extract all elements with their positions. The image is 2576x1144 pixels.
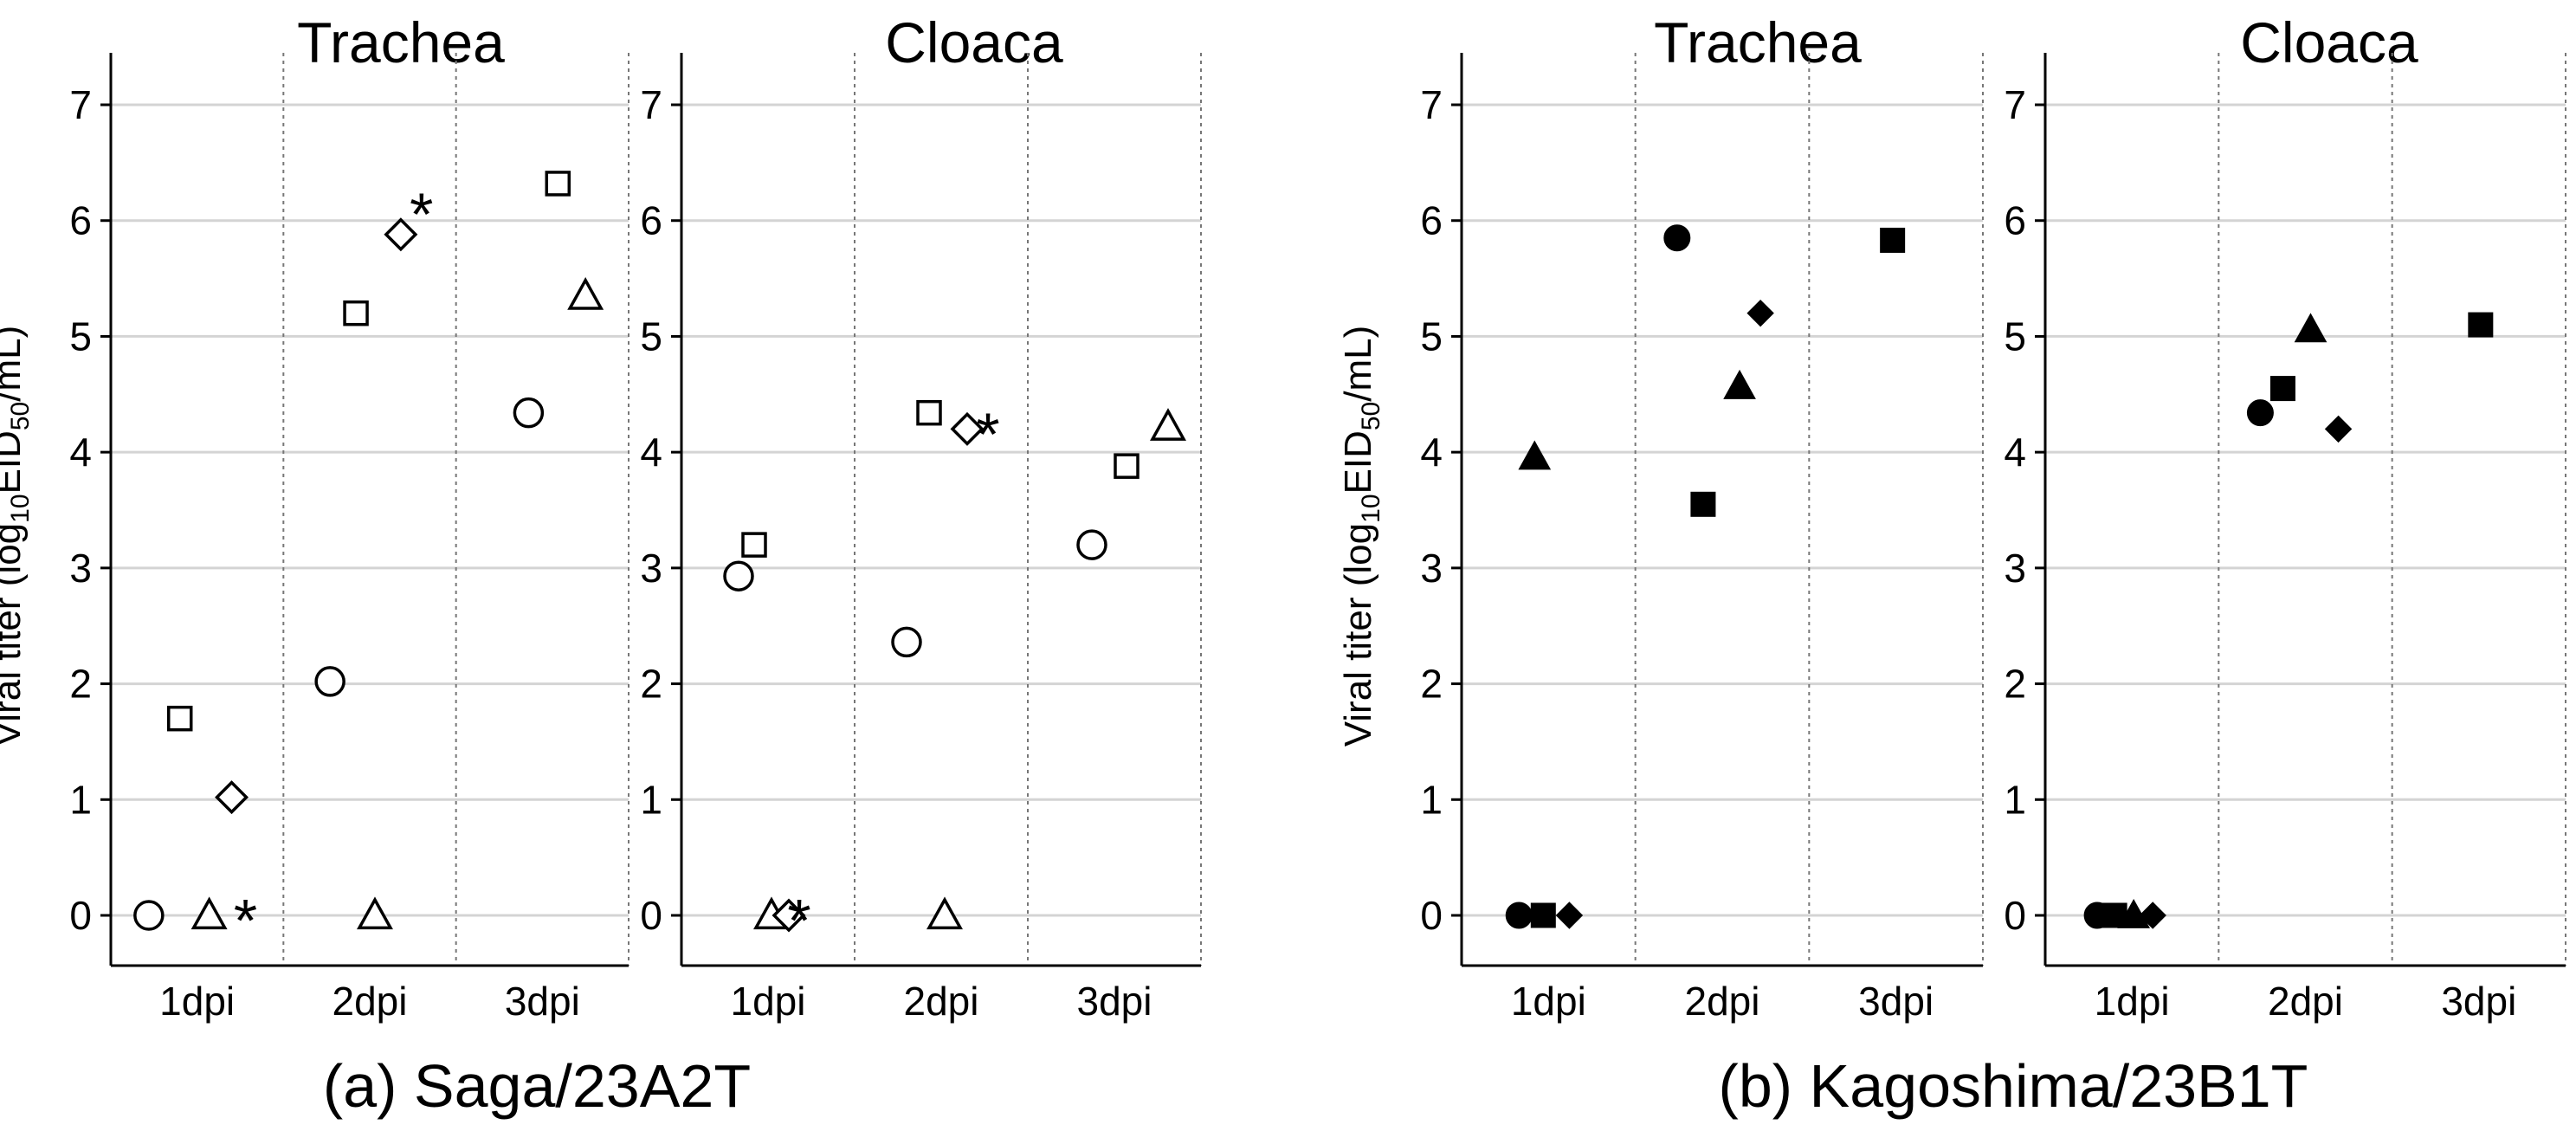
- y-tick-label: 4: [69, 430, 92, 475]
- y-tick-label: 0: [69, 893, 92, 938]
- y-tick-label: 0: [640, 893, 662, 938]
- data-point-asterisk: *: [234, 887, 257, 954]
- y-tick-label: 7: [640, 82, 662, 127]
- data-point-triangle-filled: [1518, 440, 1552, 470]
- y-tick-label: 5: [2004, 313, 2026, 359]
- y-tick-label: 2: [69, 662, 92, 707]
- data-point-circle-filled: [1663, 224, 1691, 252]
- y-tick-label: 2: [2004, 662, 2026, 707]
- data-point-square-open: [545, 171, 571, 197]
- y-tick-label: 3: [69, 546, 92, 591]
- y-tick-label: 5: [640, 313, 662, 359]
- y-tick-label: 1: [69, 777, 92, 822]
- data-point-square-open: [741, 532, 767, 558]
- y-tick-label: 0: [1420, 893, 1443, 938]
- x-tick-label: 3dpi: [505, 979, 580, 1024]
- y-tick-label: 1: [640, 777, 662, 822]
- data-point-circle-open: [723, 560, 754, 591]
- y-tick-label: 6: [640, 198, 662, 243]
- y-tick-label: 1: [2004, 777, 2026, 822]
- y-tick-label: 2: [1420, 662, 1443, 707]
- data-point-triangle-open: [567, 277, 604, 310]
- data-point-square-filled: [1690, 491, 1716, 517]
- panel-b-trachea: Trachea 0 1 2 3 4 5 6 7 1dpi 2dpi 3dpi Viral titer (…: [1337, 10, 1984, 1024]
- data-point-square-open: [343, 300, 369, 326]
- y-tick-label: 3: [2004, 546, 2026, 591]
- y-tick-label: 6: [1420, 198, 1443, 243]
- y-tick-label: 4: [2004, 430, 2026, 475]
- y-axis-label: Viral titer (log10EID50/mL): [1337, 326, 1385, 747]
- data-point-triangle-open: [1150, 408, 1186, 441]
- data-point-diamond-open: [950, 411, 985, 446]
- x-tick-label: 1dpi: [2095, 979, 2170, 1024]
- x-tick-label: 1dpi: [159, 979, 235, 1024]
- panel-title: Trachea: [1654, 10, 1862, 74]
- x-tick-label: 1dpi: [731, 979, 806, 1024]
- y-tick-label: 3: [1420, 546, 1443, 591]
- data-point-triangle-open: [926, 896, 963, 930]
- data-point-diamond-filled: [2139, 902, 2166, 929]
- data-point-asterisk: *: [410, 180, 433, 248]
- data-point-diamond-open: [772, 898, 806, 933]
- data-point-diamond-open: [384, 217, 418, 252]
- data-point-square-open: [916, 399, 942, 426]
- x-tick-label: 3dpi: [2441, 979, 2516, 1024]
- data-point-square-filled: [2468, 312, 2494, 338]
- x-tick-label: 3dpi: [1858, 979, 1934, 1024]
- data-point-triangle-filled: [1723, 369, 1756, 399]
- y-tick-label: 4: [640, 430, 662, 475]
- y-tick-label: 7: [2004, 82, 2026, 127]
- panel-title: Cloaca: [885, 10, 1063, 74]
- panel-title: Cloaca: [2240, 10, 2418, 74]
- panel-a-cloaca: Cloaca 0 1 2 3 4 5 6 7 1dpi 2dpi 3dpi * *: [640, 10, 1202, 1024]
- y-tick-label: 0: [2004, 893, 2026, 938]
- data-point-diamond-open: [215, 780, 249, 815]
- panel-title: Trachea: [297, 10, 505, 74]
- y-tick-label: 6: [2004, 198, 2026, 243]
- data-point-circle-open: [891, 626, 922, 658]
- data-point-square-open: [166, 705, 193, 732]
- x-tick-label: 2dpi: [332, 979, 408, 1024]
- panel-b-cloaca: Cloaca 0 1 2 3 4 5 6 7 1dpi 2dpi 3dpi: [2004, 10, 2566, 1024]
- y-tick-label: 7: [69, 82, 92, 127]
- data-point-asterisk: *: [976, 400, 999, 468]
- y-tick-label: 5: [1420, 313, 1443, 359]
- y-tick-label: 5: [69, 313, 92, 359]
- data-point-square-filled: [1530, 902, 1556, 928]
- y-tick-label: 7: [1420, 82, 1443, 127]
- x-tick-label: 3dpi: [1077, 979, 1152, 1024]
- data-point-square-filled: [2269, 376, 2295, 402]
- data-point-square-open: [1114, 453, 1140, 479]
- data-point-triangle-filled: [2294, 313, 2327, 343]
- data-point-square-filled: [1880, 227, 1906, 253]
- x-tick-label: 2dpi: [904, 979, 979, 1024]
- data-point-diamond-filled: [1555, 902, 1584, 929]
- data-point-diamond-filled: [1746, 299, 1774, 327]
- y-tick-label: 2: [640, 662, 662, 707]
- x-tick-label: 2dpi: [2268, 979, 2343, 1024]
- caption-a: (a) Saga/23A2T: [323, 1052, 751, 1120]
- y-tick-label: 4: [1420, 430, 1443, 475]
- data-point-circle-open: [513, 397, 545, 429]
- y-axis-label: Viral titer (log10EID50/mL): [0, 326, 35, 747]
- y-tick-label: 6: [69, 198, 92, 243]
- data-point-circle-open: [314, 666, 345, 697]
- panel-a-trachea: Trachea 0 1 2 3 4 5 6 7 1dpi 2dpi 3dpi Viral titer (…: [0, 10, 629, 1024]
- data-point-triangle-open: [190, 896, 228, 930]
- x-tick-label: 1dpi: [1511, 979, 1586, 1024]
- x-tick-label: 2dpi: [1685, 979, 1760, 1024]
- y-tick-label: 3: [640, 546, 662, 591]
- data-point-circle-open: [1076, 529, 1107, 560]
- data-point-triangle-open: [357, 896, 393, 930]
- data-point-diamond-filled: [2324, 415, 2353, 443]
- y-tick-label: 1: [1420, 777, 1443, 822]
- data-point-circle-filled: [2246, 399, 2274, 427]
- data-point-circle-filled: [1505, 902, 1533, 929]
- caption-b: (b) Kagoshima/23B1T: [1719, 1052, 2308, 1120]
- data-point-circle-open: [133, 900, 165, 931]
- data-point-asterisk: *: [787, 887, 810, 954]
